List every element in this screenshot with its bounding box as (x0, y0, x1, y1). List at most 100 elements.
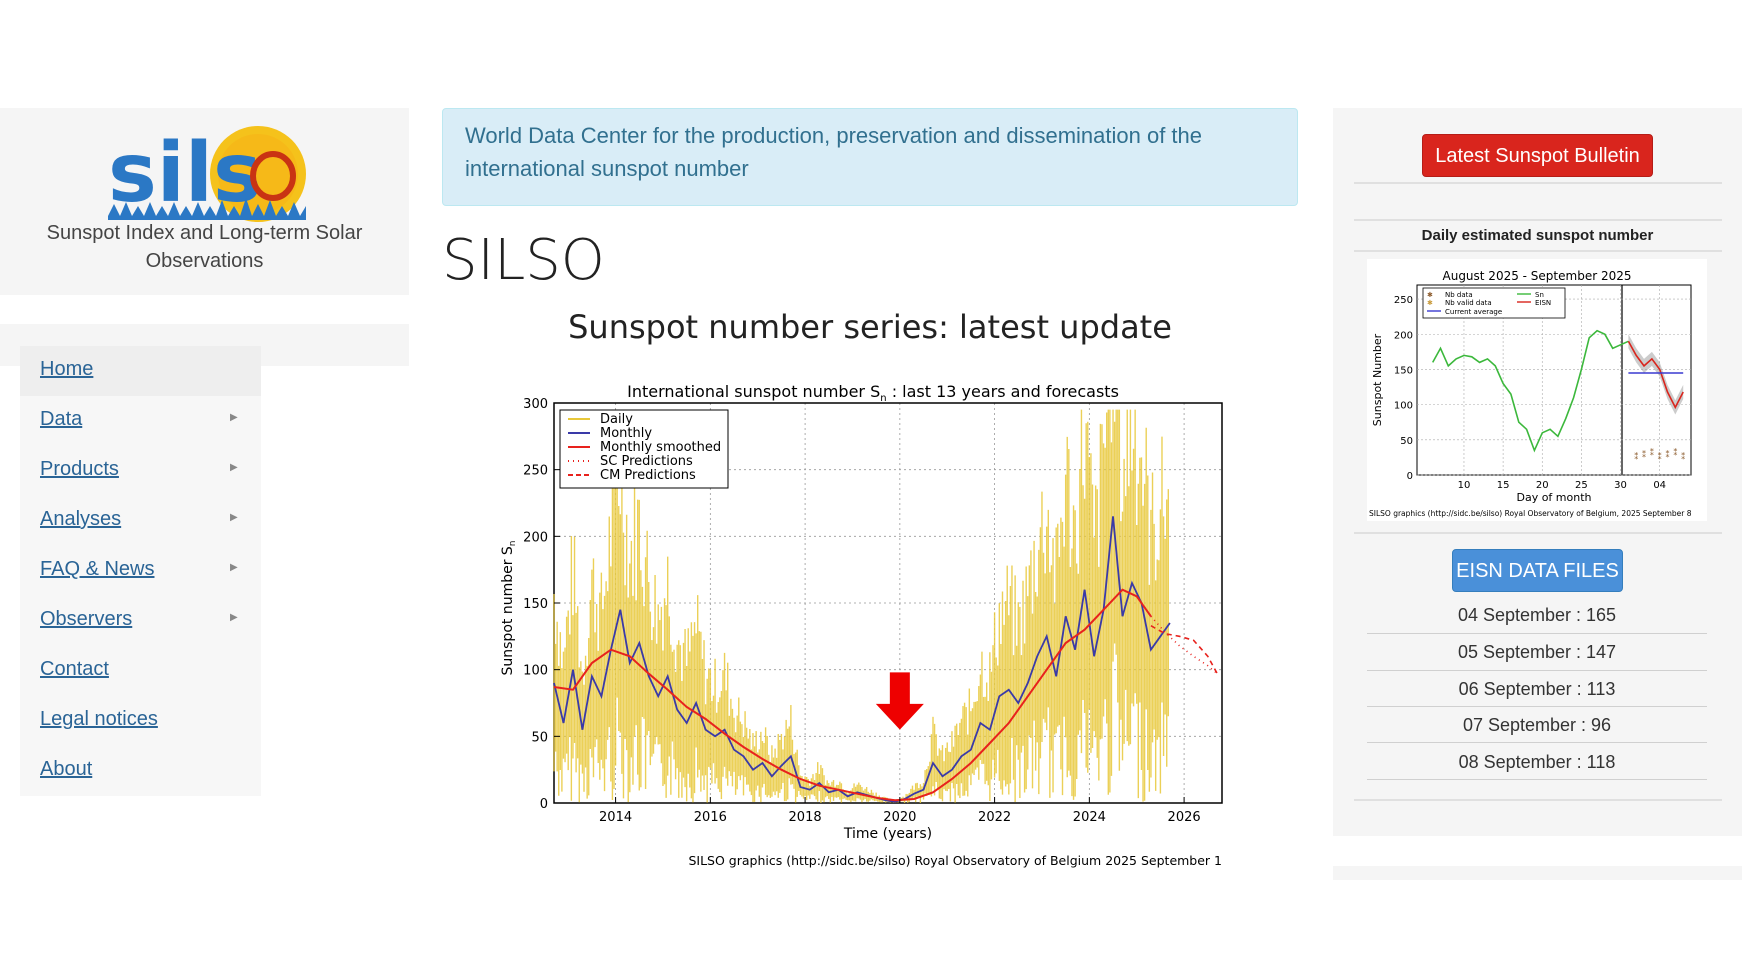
row-divider (1367, 742, 1707, 743)
x-tick-label: 2014 (599, 810, 632, 825)
divider (1354, 219, 1722, 221)
site-subtitle: Sunspot Index and Long-term Solar Observ… (46, 222, 363, 272)
divider (1354, 250, 1722, 252)
eisn-data-files-button[interactable]: EISN DATA FILES (1452, 549, 1623, 592)
x-tick-label: 2024 (1073, 810, 1106, 825)
caret-right-icon: ▶ (230, 512, 238, 523)
sidebar-nav: Home Data ▶ Products ▶ Analyses ▶ FAQ & New… (20, 346, 261, 796)
nav-item-legal-notices[interactable]: Legal notices (20, 696, 261, 746)
caret-right-icon: ▶ (230, 562, 238, 573)
x-tick-label: 2026 (1168, 810, 1201, 825)
mini-x-tick-label: 25 (1575, 480, 1588, 491)
row-divider (1367, 706, 1707, 707)
series-monthly (553, 516, 1171, 803)
mini-y-tick-label: 0 (1407, 471, 1413, 482)
daily-estimate-title: Daily estimated sunspot number (1421, 227, 1654, 244)
wave-icon (108, 198, 306, 220)
nb-data-marker: ⁑ (1681, 451, 1685, 462)
chart-heading: Sunspot number series: latest update (568, 308, 1172, 346)
legend-label: Monthly smoothed (600, 440, 721, 455)
mini-legend-box (1422, 287, 1566, 319)
nb-data-marker: ⁑ (1666, 448, 1670, 459)
eisn-row: 05 September : 147 (1457, 642, 1617, 662)
nav-link[interactable]: Home (40, 358, 94, 380)
y-tick-label: 50 (531, 730, 548, 745)
nav-link[interactable]: Observers (40, 608, 133, 630)
y-tick-label: 200 (523, 530, 548, 545)
nb-data-marker: ⁑ (1673, 446, 1677, 457)
mini-x-tick-label: 04 (1653, 480, 1666, 491)
nav-item-about[interactable]: About (20, 746, 261, 796)
nav-link[interactable]: FAQ & News (40, 558, 155, 580)
nav-item-data[interactable]: Data ▶ (20, 396, 261, 446)
nb-data-marker: ⁑ (1634, 451, 1638, 462)
nav-link[interactable]: Legal notices (40, 708, 158, 730)
arrow-annotation (875, 672, 924, 730)
legend-label: Daily (600, 412, 633, 427)
daily-estimate-chart[interactable]: August 2025 - September 2025 ⁑ ⁑ ⁑ ⁑ ⁑ ⁑ ⁑ 10 1… (1367, 259, 1707, 521)
nav-item-contact[interactable]: Contact (20, 646, 261, 696)
x-axis-label: Time (years) (843, 826, 932, 842)
nav-item-home[interactable]: Home (20, 346, 261, 396)
mini-y-tick-label: 100 (1394, 401, 1413, 412)
row-divider (1367, 670, 1707, 671)
mini-y-tick-label: 250 (1394, 295, 1413, 306)
mini-x-tick-label: 30 (1614, 480, 1627, 491)
mini-series-eisn (1627, 340, 1684, 410)
silso-logo[interactable]: sils (108, 116, 308, 226)
mini-y-tick-label: 50 (1400, 436, 1413, 447)
divider (1354, 799, 1722, 801)
nb-data-marker: ⁑ (1658, 451, 1662, 462)
nav-link[interactable]: Products (40, 458, 119, 480)
chart-footer: SILSO graphics (http://sidc.be/silso) Ro… (688, 853, 1222, 868)
nav-item-analyses[interactable]: Analyses ▶ (20, 496, 261, 546)
mini-ticks: 10 15 20 25 30 04 0 50 100 150 200 250 (1394, 295, 1666, 491)
mini-legend-marker: ✱ (1427, 299, 1433, 307)
nav-item-observers[interactable]: Observers ▶ (20, 596, 261, 646)
nav-link[interactable]: Analyses (40, 508, 122, 530)
nb-data-marker: ⁑ (1650, 446, 1654, 457)
caret-right-icon: ▶ (230, 462, 238, 473)
caret-right-icon: ▶ (230, 612, 238, 623)
eisn-row: 07 September : 96 (1462, 715, 1612, 735)
series-cm-predictions (1150, 625, 1219, 675)
x-tick-label: 2022 (978, 810, 1011, 825)
eisn-row: 08 September : 118 (1458, 752, 1616, 772)
eisn-row: 04 September : 165 (1457, 605, 1617, 625)
legend-label: Monthly (600, 426, 652, 441)
mini-x-tick-label: 20 (1536, 480, 1549, 491)
nav-item-faq-news[interactable]: FAQ & News ▶ (20, 546, 261, 596)
mini-legend-label: Current average (1445, 308, 1502, 316)
legend-label: CM Predictions (600, 468, 696, 483)
series-lines (553, 516, 1219, 803)
mini-x-tick-label: 10 (1458, 480, 1471, 491)
nav-item-products[interactable]: Products ▶ (20, 446, 261, 496)
legend-label: SC Predictions (600, 454, 693, 469)
mini-chart-footer: SILSO graphics (http://sidc.be/silso) Ro… (1369, 509, 1692, 518)
nav-link[interactable]: About (40, 758, 93, 780)
series-monthly-smoothed (553, 588, 1152, 802)
y-tick-label: 250 (523, 464, 548, 479)
mini-series-sn (1431, 329, 1629, 453)
x-tick-label: 2020 (883, 810, 916, 825)
mini-series: ⁑ ⁑ ⁑ ⁑ ⁑ ⁑ ⁑ (1431, 329, 1685, 462)
page-title: SILSO (442, 228, 605, 293)
mini-chart-title: August 2025 - September 2025 (1443, 269, 1632, 283)
row-divider (1367, 779, 1707, 780)
y-tick-label: 100 (523, 664, 548, 679)
sunspot-main-chart: 2014 2016 2018 2020 2022 2024 2026 0 50 100 150 200… (500, 382, 1223, 868)
nav-link[interactable]: Contact (40, 658, 109, 680)
mini-y-tick-label: 200 (1394, 330, 1413, 341)
down-arrow-icon (875, 672, 924, 730)
row-divider (1367, 633, 1707, 634)
nav-link[interactable]: Data (40, 408, 83, 430)
latest-bulletin-button[interactable]: Latest Sunspot Bulletin (1422, 134, 1653, 177)
mini-legend-label: Nb data (1445, 291, 1473, 299)
nb-data-marker: ⁑ (1642, 448, 1646, 459)
eisn-row: 06 September : 113 (1458, 679, 1616, 699)
mini-legend-label: Nb valid data (1445, 299, 1492, 307)
mini-y-label: Sunspot Number (1371, 333, 1384, 426)
chart-title: International sunspot number Sn : last 1… (627, 382, 1119, 404)
